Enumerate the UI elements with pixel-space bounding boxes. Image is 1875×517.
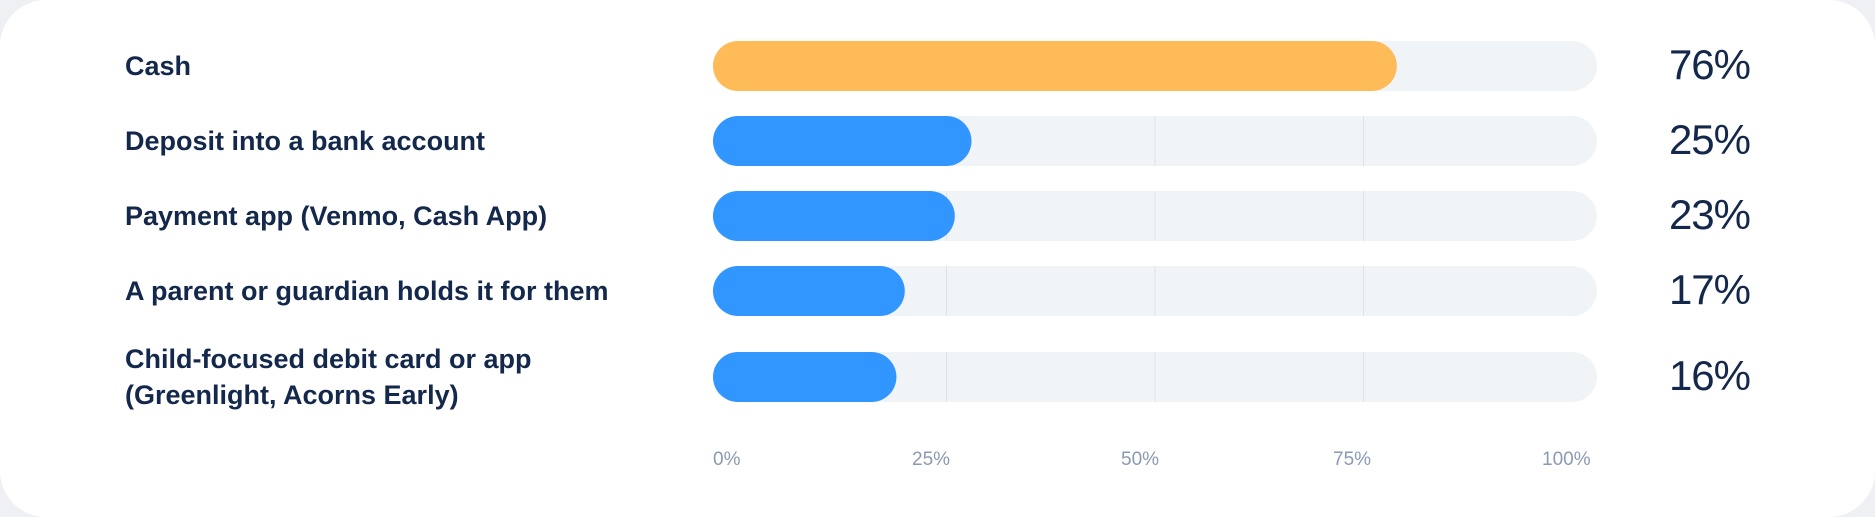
value-label: 17% [1668, 266, 1751, 313]
bar [713, 116, 972, 166]
x-tick-label: 25% [912, 449, 951, 470]
value-label: 16% [1668, 352, 1751, 399]
category-label-line: Payment app (Venmo, Cash App) [125, 201, 548, 231]
bars [713, 41, 1397, 402]
category-label: Deposit into a bank account [125, 123, 485, 159]
category-label: A parent or guardian holds it for them [125, 273, 609, 309]
bar [713, 352, 897, 402]
bar [713, 191, 955, 241]
category-label-line: Cash [125, 51, 192, 81]
category-label-line: Child-focused debit card or app [125, 344, 532, 374]
category-label: Payment app (Venmo, Cash App) [125, 198, 547, 234]
category-label: Cash [125, 48, 191, 84]
x-tick-label: 50% [1121, 449, 1160, 470]
category-label: Child-focused debit card or app (Greenlig… [125, 341, 532, 413]
bar [713, 266, 905, 316]
x-tick-label: 0% [713, 449, 741, 470]
category-label-line: A parent or guardian holds it for them [125, 276, 609, 306]
bar-highlight [713, 41, 1397, 91]
category-label-line: Deposit into a bank account [125, 126, 486, 156]
category-label-line: (Greenlight, Acorns Early) [125, 380, 459, 410]
x-tick-label: 100% [1542, 449, 1591, 470]
x-tick-label: 75% [1333, 449, 1372, 470]
value-label: 25% [1668, 116, 1751, 163]
value-label: 76% [1668, 41, 1751, 88]
value-label: 23% [1668, 191, 1751, 238]
